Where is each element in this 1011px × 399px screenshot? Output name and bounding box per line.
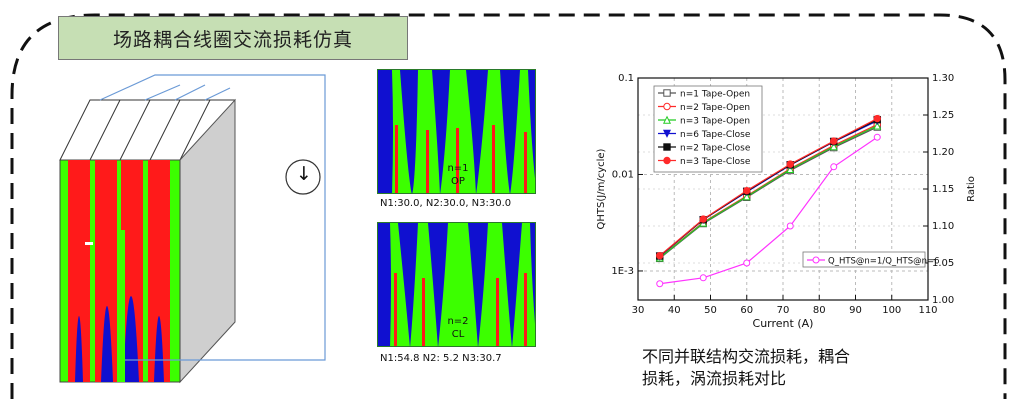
data-point	[663, 143, 671, 151]
ratio-point	[830, 163, 838, 171]
circuit-wires	[99, 74, 326, 361]
legend-label: n=6 Tape-Close	[680, 130, 751, 140]
x-tick-label: 30	[632, 305, 645, 316]
legend-label: n=2 Tape-Close	[680, 144, 751, 154]
legend-label: n=3 Tape-Open	[680, 117, 750, 127]
data-point	[873, 114, 881, 123]
ratio-point	[786, 222, 794, 230]
coil-tapes	[68, 160, 170, 382]
legend-label: n=1 Tape-Open	[680, 90, 750, 100]
ratio-point	[656, 280, 664, 288]
y-left-axis-label: QHTS(J/m/cycle)	[596, 148, 607, 229]
sim-caption-bottom: N1:54.8 N2: 5.2 N3:30.7	[380, 353, 502, 364]
x-tick-label: 80	[813, 305, 826, 316]
data-point	[663, 156, 671, 165]
ratio-line	[659, 136, 878, 285]
y-right-tick-label: 1.00	[932, 295, 954, 306]
ratio-point	[699, 274, 707, 282]
data-point	[663, 102, 671, 111]
data-point	[699, 215, 707, 223]
sim-field-plot-top	[378, 70, 535, 193]
x-tick-label: 70	[777, 305, 790, 316]
data-point	[662, 129, 672, 138]
series-line	[659, 118, 878, 257]
y-right-tick-label: 1.20	[932, 147, 954, 158]
coil-diagram	[59, 74, 326, 384]
x-tick-label: 40	[668, 305, 681, 316]
x-axis-label: Current (A)	[753, 317, 814, 330]
series-5	[656, 114, 881, 260]
sim-label-mode-top: OP	[451, 176, 465, 187]
x-tick-label: 110	[918, 305, 937, 316]
y-right-tick-label: 1.25	[932, 110, 954, 121]
data-point	[743, 186, 751, 195]
x-tick-label: 60	[740, 305, 753, 316]
y-right-tick-label: 1.05	[932, 258, 954, 269]
bottom-description-line1: 不同并联结构交流损耗，耦合	[642, 347, 851, 366]
ratio-point	[873, 133, 881, 141]
y-left-tick-label: 1E-3	[611, 266, 634, 277]
sim-field-plot-bottom	[378, 223, 535, 346]
ratio-point	[743, 259, 751, 267]
current-source-arrow-icon: ↓	[296, 163, 312, 185]
ratio-legend-marker	[812, 256, 820, 264]
data-point	[829, 142, 838, 151]
ratio-legend-label: Q_HTS@n=1/Q_HTS@n=6	[828, 257, 940, 267]
sim-result-bottom: n=2 CL	[377, 222, 536, 347]
bottom-description-line2: 损耗，涡流损耗对比	[642, 369, 787, 388]
bottom-description: 不同并联结构交流损耗，耦合 损耗，涡流损耗对比	[642, 346, 850, 390]
y-right-tick-label: 1.10	[932, 221, 954, 232]
sim-label-n-bottom: n=2	[447, 316, 469, 327]
sim-label-n-top: n=1	[447, 163, 469, 174]
y-right-tick-label: 1.30	[932, 73, 954, 84]
x-tick-label: 50	[704, 305, 717, 316]
page-title: 场路耦合线圈交流损耗仿真	[112, 28, 353, 51]
y-left-tick-label: 0.01	[612, 169, 634, 180]
y-right-axis-label: Ratio	[966, 176, 977, 202]
title-tag: 场路耦合线圈交流损耗仿真	[58, 16, 408, 60]
ratio-legend-box	[802, 251, 926, 268]
sim-result-top: n=1 OP	[377, 69, 536, 194]
y-left-tick-label: 0.1	[618, 73, 634, 84]
current-source-circle	[285, 159, 321, 195]
legend-box	[653, 85, 763, 173]
sim-caption-top: N1:30.0, N2:30.0, N3:30.0	[380, 198, 512, 209]
data-point	[742, 192, 751, 201]
data-point	[663, 89, 671, 97]
loss-chart: 30 40 50 60 70 80 90 100 110 1E-3 0.01 0.1 1.00 1.05 1…	[596, 73, 977, 330]
data-point	[830, 137, 838, 145]
sim-label-mode-bottom: CL	[451, 329, 465, 340]
x-tick-label: 100	[882, 305, 901, 316]
x-tick-label: 90	[849, 305, 862, 316]
series-line	[659, 125, 878, 259]
ratio-series	[656, 133, 881, 288]
legend-label: n=3 Tape-Close	[680, 157, 751, 167]
data-point	[656, 251, 664, 260]
data-point	[662, 115, 672, 124]
data-point	[786, 160, 794, 168]
y-right-tick-label: 1.15	[932, 184, 954, 195]
legend-label: n=2 Tape-Open	[680, 103, 750, 113]
data-point	[873, 121, 882, 130]
